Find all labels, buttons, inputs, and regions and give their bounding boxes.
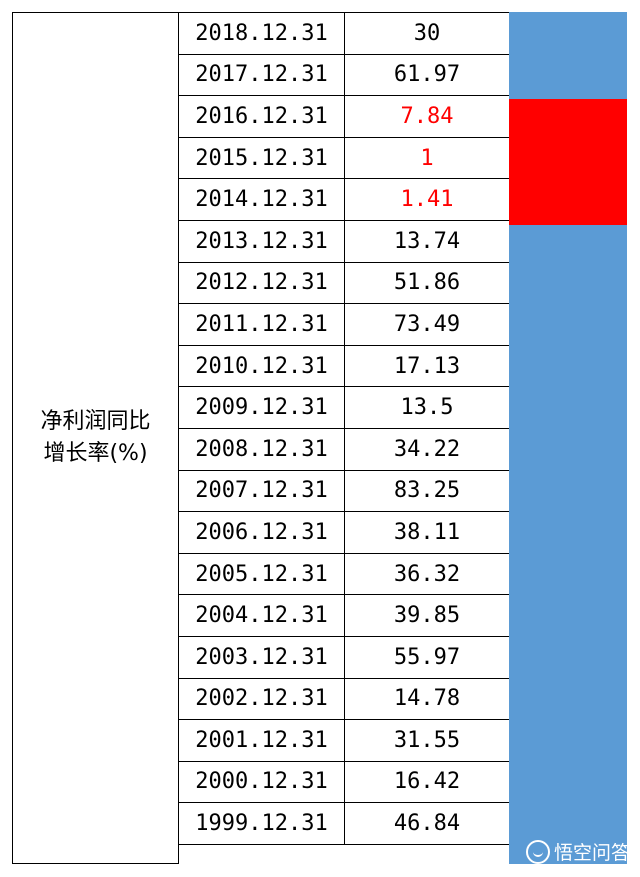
date-cell: 2006.12.31 xyxy=(178,511,345,554)
row-header-label: 净利润同比 增长率(%) xyxy=(40,409,151,466)
table-row: 2006.12.31 38.11 xyxy=(178,511,510,554)
value-cell: 61.97 xyxy=(344,53,510,97)
date-cell: 2013.12.31 xyxy=(178,219,345,263)
date-cell: 2010.12.31 xyxy=(178,344,345,388)
table-row: 2003.12.31 55.97 xyxy=(178,635,510,679)
table-row: 2009.12.31 13.5 xyxy=(178,386,510,429)
date-cell: 2008.12.31 xyxy=(178,427,345,471)
date-cell: 2000.12.31 xyxy=(178,760,345,804)
table-row: 2000.12.31 16.42 xyxy=(178,760,510,804)
value-cell: 83.25 xyxy=(344,469,510,513)
value-cell: 16.42 xyxy=(344,760,510,804)
table-row: 2017.12.31 61.97 xyxy=(178,53,510,97)
table-row: 2010.12.31 17.13 xyxy=(178,344,510,388)
table-row: 1999.12.31 46.84 xyxy=(178,802,510,845)
value-cell: 1.41 xyxy=(344,178,510,221)
table-row: 2007.12.31 83.25 xyxy=(178,469,510,513)
color-side-bar xyxy=(509,12,627,864)
value-cell: 51.86 xyxy=(344,261,510,305)
row-header-cell: 净利润同比 增长率(%) xyxy=(12,12,179,864)
table-row: 2012.12.31 51.86 xyxy=(178,261,510,305)
date-cell: 2011.12.31 xyxy=(178,303,345,346)
value-cell: 1 xyxy=(344,136,510,180)
date-cell: 2018.12.31 xyxy=(178,12,345,55)
value-cell: 38.11 xyxy=(344,511,510,554)
table-row: 2005.12.31 36.32 xyxy=(178,552,510,596)
value-cell: 39.85 xyxy=(344,594,510,637)
value-cell: 55.97 xyxy=(344,635,510,679)
value-cell: 7.84 xyxy=(344,95,510,138)
date-cell: 2005.12.31 xyxy=(178,552,345,596)
date-cell: 2009.12.31 xyxy=(178,386,345,429)
table-row: 2008.12.31 34.22 xyxy=(178,427,510,471)
date-cell: 1999.12.31 xyxy=(178,802,345,845)
date-cell: 2015.12.31 xyxy=(178,136,345,180)
value-cell: 73.49 xyxy=(344,303,510,346)
date-cell: 2004.12.31 xyxy=(178,594,345,637)
value-cell: 14.78 xyxy=(344,677,510,721)
watermark: 悟空问答 xyxy=(525,838,630,865)
table-row: 2015.12.31 1 xyxy=(178,136,510,180)
value-cell: 30 xyxy=(344,12,510,55)
highlight-band xyxy=(509,99,627,225)
date-cell: 2017.12.31 xyxy=(178,53,345,97)
value-cell: 36.32 xyxy=(344,552,510,596)
date-cell: 2016.12.31 xyxy=(178,95,345,138)
date-cell: 2001.12.31 xyxy=(178,719,345,762)
table-row: 2011.12.31 73.49 xyxy=(178,303,510,346)
table-row: 2014.12.31 1.41 xyxy=(178,178,510,221)
data-table: 2018.12.31 30 2017.12.31 61.97 2016.12.31 7.8… xyxy=(178,12,510,845)
table-row: 2004.12.31 39.85 xyxy=(178,594,510,637)
value-cell: 34.22 xyxy=(344,427,510,471)
table-row: 2016.12.31 7.84 xyxy=(178,95,510,138)
data-table-body: 2018.12.31 30 2017.12.31 61.97 2016.12.31 7.8… xyxy=(178,12,510,845)
date-cell: 2012.12.31 xyxy=(178,261,345,305)
value-cell: 46.84 xyxy=(344,802,510,845)
watermark-text: 悟空问答 xyxy=(553,842,630,864)
date-cell: 2007.12.31 xyxy=(178,469,345,513)
table-row: 2002.12.31 14.78 xyxy=(178,677,510,721)
table-row: 2001.12.31 31.55 xyxy=(178,719,510,762)
value-cell: 13.74 xyxy=(344,219,510,263)
wukong-logo-icon xyxy=(525,839,550,864)
date-cell: 2003.12.31 xyxy=(178,635,345,679)
date-cell: 2014.12.31 xyxy=(178,178,345,221)
date-cell: 2002.12.31 xyxy=(178,677,345,721)
value-cell: 13.5 xyxy=(344,386,510,429)
value-cell: 17.13 xyxy=(344,344,510,388)
table-row: 2013.12.31 13.74 xyxy=(178,219,510,263)
table-row: 2018.12.31 30 xyxy=(178,12,510,55)
value-cell: 31.55 xyxy=(344,719,510,762)
